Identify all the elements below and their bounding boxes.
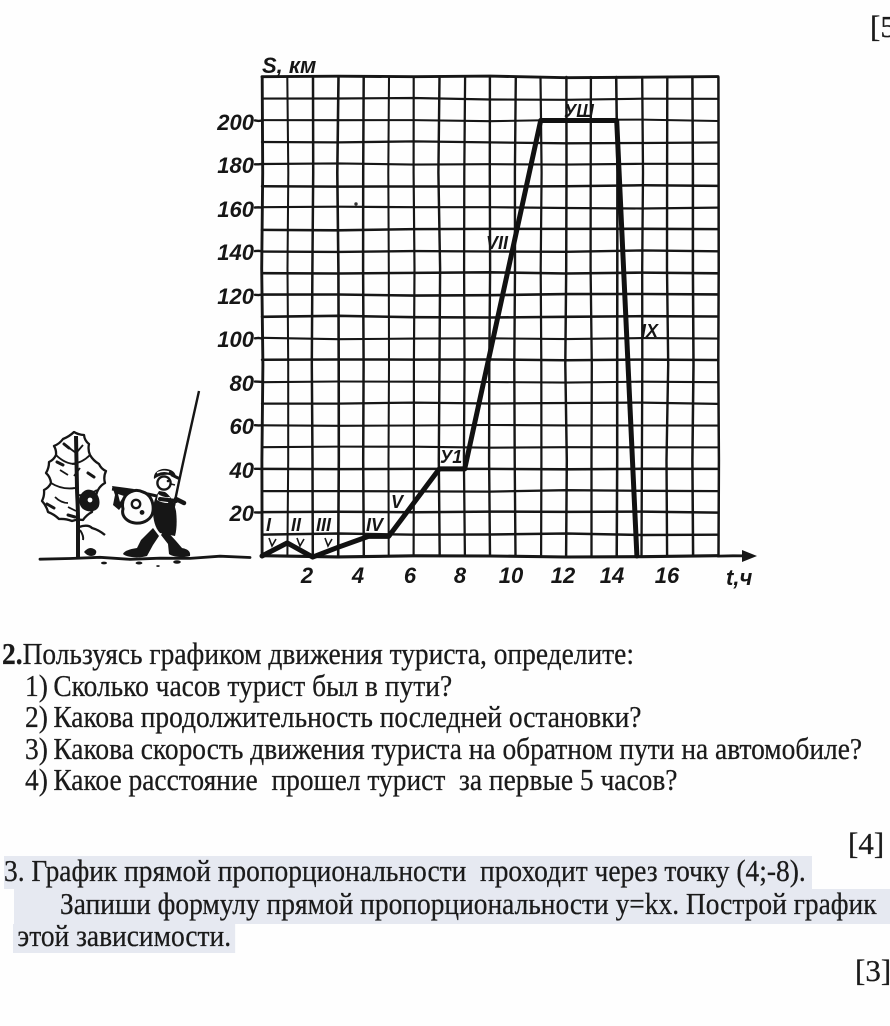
svg-text:80: 80 <box>230 371 255 396</box>
svg-text:14: 14 <box>600 563 624 588</box>
svg-text:60: 60 <box>230 414 255 439</box>
svg-text:12: 12 <box>551 563 576 588</box>
svg-text:III: III <box>316 515 332 535</box>
svg-text:II: II <box>291 515 302 535</box>
svg-text:16: 16 <box>655 563 680 588</box>
svg-text:160: 160 <box>217 197 254 222</box>
svg-text:200: 200 <box>216 110 254 135</box>
svg-text:20: 20 <box>229 501 255 526</box>
svg-text:2: 2 <box>300 563 314 588</box>
svg-text:VII: VII <box>486 233 509 253</box>
svg-text:I: I <box>266 515 272 535</box>
svg-text:t,ч: t,ч <box>726 565 752 590</box>
svg-text:180: 180 <box>217 153 254 178</box>
svg-text:100: 100 <box>217 327 254 352</box>
svg-text:10: 10 <box>499 563 524 588</box>
svg-text:IX: IX <box>641 321 659 341</box>
svg-text:40: 40 <box>229 458 255 483</box>
svg-text:IV: IV <box>366 515 385 535</box>
svg-text:УШ: УШ <box>564 101 594 121</box>
svg-text:4: 4 <box>351 563 364 588</box>
svg-text:8: 8 <box>454 563 467 588</box>
svg-text:120: 120 <box>217 284 254 309</box>
svg-text:S, км: S, км <box>262 53 316 78</box>
svg-text:6: 6 <box>404 563 417 588</box>
svg-text:У1: У1 <box>440 447 462 467</box>
svg-text:140: 140 <box>217 240 254 265</box>
svg-text:V: V <box>391 492 405 512</box>
